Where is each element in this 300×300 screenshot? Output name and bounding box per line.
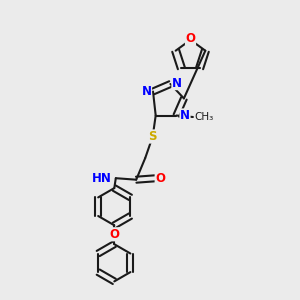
Text: N: N xyxy=(180,109,190,122)
Text: O: O xyxy=(109,228,119,241)
Text: N: N xyxy=(142,85,152,98)
Text: O: O xyxy=(185,32,196,45)
Text: CH₃: CH₃ xyxy=(194,112,214,122)
Text: N: N xyxy=(172,76,182,90)
Text: O: O xyxy=(155,172,165,185)
Text: HN: HN xyxy=(92,172,112,185)
Text: S: S xyxy=(148,130,157,143)
